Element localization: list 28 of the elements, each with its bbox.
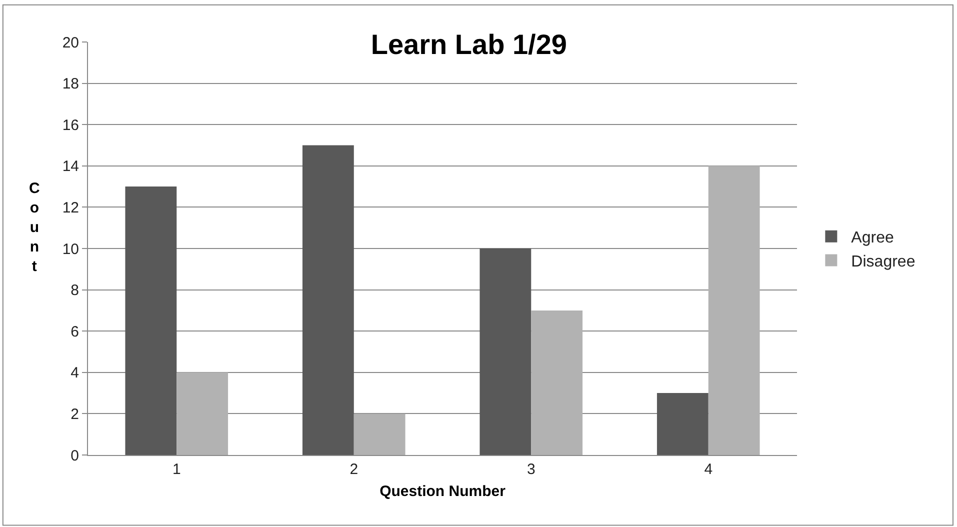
legend-label: Disagree <box>851 253 916 270</box>
bar <box>302 145 354 455</box>
y-tick-label: 2 <box>70 406 79 423</box>
y-tick-label: 20 <box>62 34 79 52</box>
y-tick-label: 14 <box>62 158 79 176</box>
y-tick-label: 16 <box>62 116 79 134</box>
y-tick-label: 8 <box>70 282 79 300</box>
bar <box>480 248 532 455</box>
bar <box>531 310 583 455</box>
x-tick-label: 3 <box>526 461 536 478</box>
bar <box>656 393 708 455</box>
bar <box>176 372 228 455</box>
bar <box>354 414 406 455</box>
chart-title: Learn Lab 1/29 <box>370 28 567 60</box>
y-tick-label: 18 <box>62 76 79 93</box>
x-tick-label: 2 <box>350 461 358 478</box>
y-tick-label: 0 <box>70 447 79 464</box>
y-tick-label: 6 <box>70 323 79 340</box>
x-tick-label: 1 <box>172 461 181 478</box>
bar <box>708 166 760 455</box>
x-tick-label: 4 <box>704 461 713 478</box>
y-tick-label: 10 <box>62 240 79 258</box>
y-tick-label: 4 <box>70 364 79 382</box>
y-tick-label: 12 <box>62 199 79 216</box>
x-axis-title: Question Number <box>380 483 506 500</box>
legend-label: Agree <box>851 230 894 247</box>
bar <box>125 186 177 455</box>
y-axis-title: Count <box>29 180 40 275</box>
